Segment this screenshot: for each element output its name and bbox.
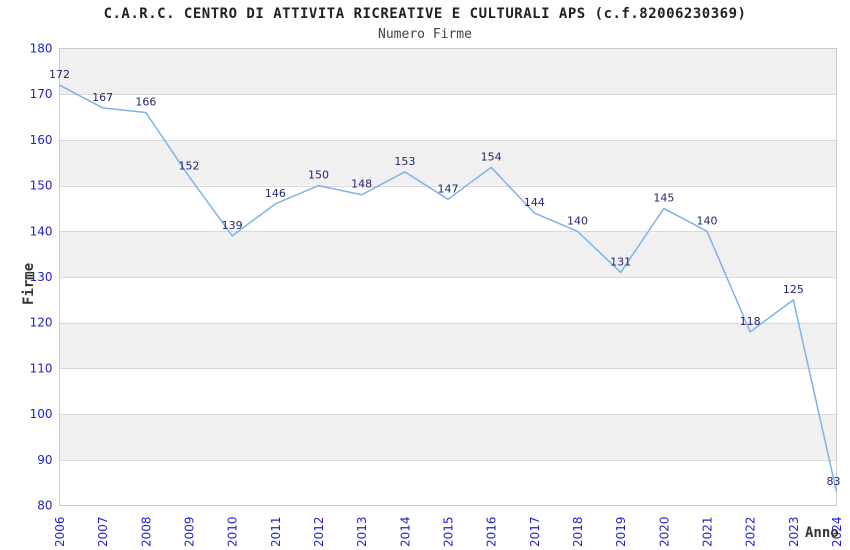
background-band	[59, 368, 837, 415]
x-tick-label: 2015	[442, 516, 456, 547]
y-tick-label: 150	[30, 179, 53, 193]
x-tick-label: 2011	[269, 516, 283, 547]
data-label: 146	[265, 187, 286, 200]
x-tick-label: 2019	[614, 516, 628, 547]
x-axis-title: Anno	[805, 525, 839, 541]
y-tick-label: 130	[30, 270, 53, 284]
background-band	[59, 459, 837, 506]
x-tick-label: 2024	[830, 516, 844, 547]
x-tick-label: 2022	[744, 516, 758, 547]
y-tick-label: 80	[37, 499, 52, 513]
background-band	[59, 414, 837, 460]
data-label: 145	[653, 191, 674, 204]
x-tick-label: 2010	[226, 516, 240, 547]
data-label: 167	[92, 91, 113, 104]
chart-title: C.A.R.C. CENTRO DI ATTIVITA RICREATIVE E…	[103, 6, 747, 22]
background-band	[59, 48, 837, 95]
background-band	[59, 139, 837, 186]
y-tick-label: 90	[37, 453, 52, 467]
y-tick-label: 120	[30, 316, 53, 330]
y-axis-title: Firme	[21, 263, 37, 305]
data-label: 147	[438, 182, 459, 195]
data-label: 140	[697, 214, 718, 227]
x-tick-label: 2013	[355, 516, 369, 547]
data-label: 172	[49, 68, 70, 81]
y-tick-label: 160	[30, 133, 53, 147]
x-tick-label: 2018	[571, 516, 585, 547]
data-label: 153	[394, 155, 415, 168]
background-band	[59, 277, 837, 323]
x-tick-label: 2007	[96, 516, 110, 547]
y-tick-label: 100	[30, 407, 53, 421]
data-line	[59, 84, 838, 492]
data-label: 118	[740, 315, 761, 328]
x-tick-label: 2023	[787, 516, 801, 547]
data-label: 131	[610, 255, 631, 268]
y-tick-label: 180	[30, 42, 53, 56]
data-label: 140	[567, 214, 588, 227]
data-label: 139	[222, 219, 243, 232]
x-tick-label: 2009	[183, 516, 197, 547]
x-tick-label: 2014	[398, 516, 412, 547]
background-band	[59, 94, 837, 140]
plot-border	[59, 48, 837, 506]
data-label: 125	[783, 283, 804, 296]
background-band	[59, 231, 837, 277]
y-tick-label: 140	[30, 224, 53, 238]
x-tick-label: 2020	[657, 516, 671, 547]
data-label: 154	[481, 150, 502, 163]
x-tick-label: 2016	[485, 516, 499, 547]
y-tick-label: 170	[30, 87, 53, 101]
data-label: 144	[524, 196, 545, 209]
x-tick-label: 2017	[528, 516, 542, 547]
x-tick-label: 2012	[312, 516, 326, 547]
data-label: 148	[351, 178, 372, 191]
x-tick-label: 2021	[701, 516, 715, 547]
background-band	[59, 185, 837, 232]
data-label: 83	[827, 475, 841, 488]
data-label: 166	[135, 95, 156, 108]
chart-subtitle: Numero Firme	[378, 27, 472, 42]
data-label: 152	[179, 159, 200, 172]
x-tick-label: 2008	[139, 516, 153, 547]
data-label: 150	[308, 169, 329, 182]
y-tick-label: 110	[30, 361, 53, 375]
background-band	[59, 322, 837, 369]
x-tick-label: 2006	[53, 516, 67, 547]
